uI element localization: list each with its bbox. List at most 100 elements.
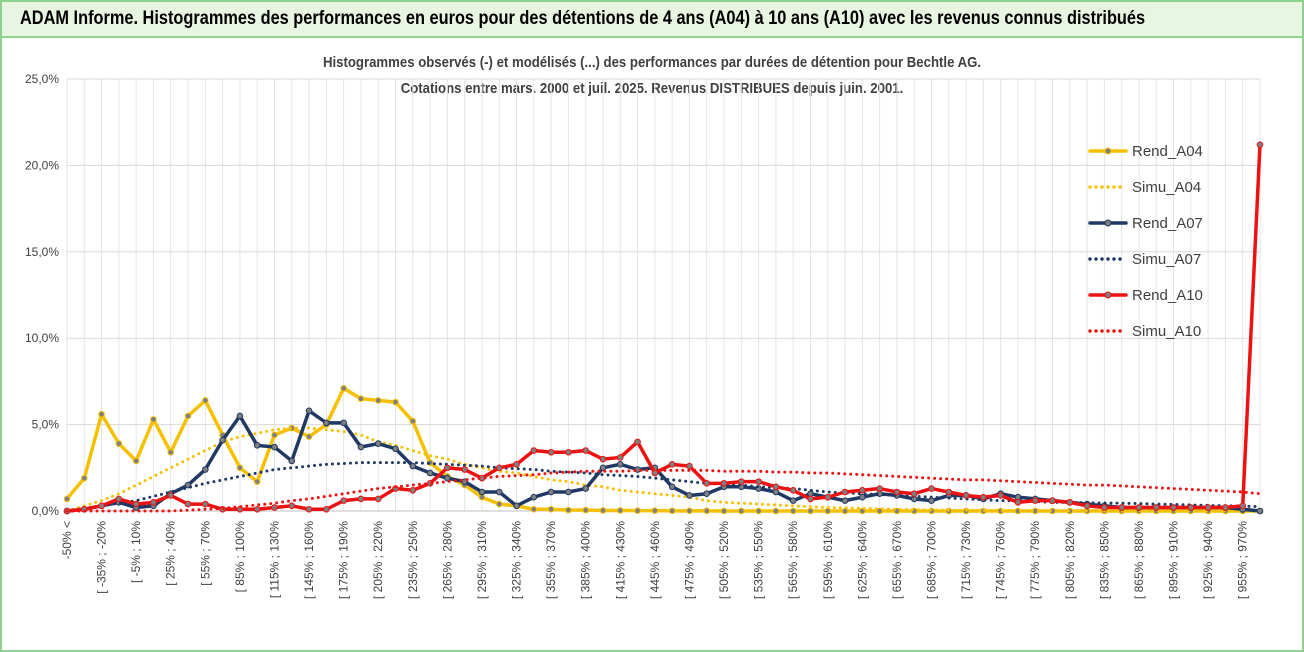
point	[392, 398, 399, 406]
point	[184, 500, 192, 508]
point	[392, 445, 399, 453]
point	[582, 485, 589, 492]
y-tick-label: 0,0%	[32, 504, 60, 518]
point	[202, 466, 209, 473]
legend-label: Rend_A10	[1132, 287, 1203, 304]
point	[1083, 502, 1091, 510]
point	[253, 478, 261, 485]
x-tick-label: [ 895% ; 910%	[1167, 521, 1181, 599]
point	[357, 443, 365, 451]
point	[271, 443, 278, 451]
point	[789, 507, 797, 515]
point	[668, 507, 676, 515]
x-tick-label: [ 25% ; 40%	[164, 521, 178, 586]
point	[323, 419, 330, 427]
point	[582, 447, 589, 454]
point	[928, 485, 935, 492]
x-tick-label: [ 445% ; 460%	[648, 521, 662, 599]
legend-label: Simu_A10	[1132, 323, 1201, 340]
point	[634, 507, 641, 514]
x-tick-label: [ 85% ; 100%	[233, 521, 247, 593]
x-tick-label: [ -5% ; 10%	[129, 521, 143, 583]
point	[426, 469, 434, 477]
point	[461, 466, 468, 473]
x-tick-label: [ 745% ; 760%	[994, 521, 1008, 599]
point	[720, 480, 728, 487]
header-title: ADAM Informe. Histogrammes des performan…	[20, 8, 1146, 29]
point	[340, 497, 347, 504]
x-tick-label: [ 475% ; 490%	[682, 521, 696, 599]
point	[824, 507, 832, 515]
chart-title: Histogrammes observés (-) et modélisés (…	[323, 53, 981, 70]
point	[876, 485, 883, 492]
point	[409, 462, 417, 470]
point	[495, 464, 503, 472]
series-line	[65, 142, 1262, 513]
point	[668, 461, 676, 468]
x-tick-label: [ 385% ; 400%	[579, 521, 593, 599]
y-tick-label: 20,0%	[25, 158, 59, 172]
point	[616, 454, 624, 461]
point	[253, 505, 261, 513]
point	[1101, 504, 1108, 511]
series-line	[65, 461, 1262, 513]
legend-label: Rend_A07	[1132, 215, 1203, 232]
point	[1118, 504, 1125, 511]
point	[1204, 504, 1212, 511]
point	[219, 436, 226, 444]
point	[167, 492, 175, 499]
point	[115, 440, 123, 447]
point	[323, 505, 330, 513]
point	[340, 385, 347, 392]
point	[409, 417, 417, 425]
x-tick-label: [ 325% ; 340%	[510, 521, 524, 599]
legend-marker	[1104, 219, 1112, 227]
x-tick-label: [ 865% ; 880%	[1132, 521, 1146, 599]
x-tick-label: [ 625% ; 640%	[855, 521, 869, 599]
point	[236, 412, 244, 420]
point	[357, 495, 365, 503]
point	[686, 492, 693, 499]
point	[478, 488, 486, 496]
point	[271, 504, 278, 511]
point	[703, 480, 711, 487]
point	[1256, 141, 1264, 148]
header: ADAM Informe. Histogrammes des performan…	[2, 2, 1302, 38]
x-tick-label: [ -35% ; -20%	[95, 521, 109, 594]
x-tick-label: [ 565% ; 580%	[786, 521, 800, 599]
point	[686, 507, 693, 515]
point	[565, 488, 572, 496]
legend-marker	[1104, 291, 1112, 299]
point	[305, 505, 313, 513]
point	[755, 478, 762, 485]
x-tick-label: [ 805% ; 820%	[1063, 521, 1077, 599]
point	[98, 410, 105, 418]
legend-label: Simu_A07	[1132, 251, 1201, 268]
x-tick-label: [ 115% ; 130%	[267, 521, 281, 598]
point	[271, 431, 278, 439]
point	[686, 462, 693, 470]
series-line	[65, 386, 1262, 513]
point	[202, 397, 209, 404]
point	[634, 438, 641, 446]
x-tick-label: [ 145% ; 160%	[302, 521, 316, 599]
x-tick-label: [ 235% ; 250%	[406, 521, 420, 599]
x-tick-label: [ 595% ; 610%	[821, 521, 835, 599]
x-tick-label: [ 55% ; 70%	[198, 521, 212, 586]
series-line	[65, 468, 1262, 513]
chart-subtitle: Cotations entre mars. 2000 et juil. 2025…	[401, 79, 904, 96]
point	[945, 488, 953, 496]
point	[184, 412, 192, 420]
point	[513, 461, 520, 468]
point	[115, 495, 123, 503]
point	[841, 497, 849, 504]
point	[789, 486, 797, 494]
point	[859, 493, 866, 501]
point	[582, 506, 589, 514]
point	[841, 488, 849, 496]
point	[444, 474, 451, 482]
point	[305, 407, 313, 415]
point	[63, 495, 71, 503]
point	[651, 507, 659, 514]
